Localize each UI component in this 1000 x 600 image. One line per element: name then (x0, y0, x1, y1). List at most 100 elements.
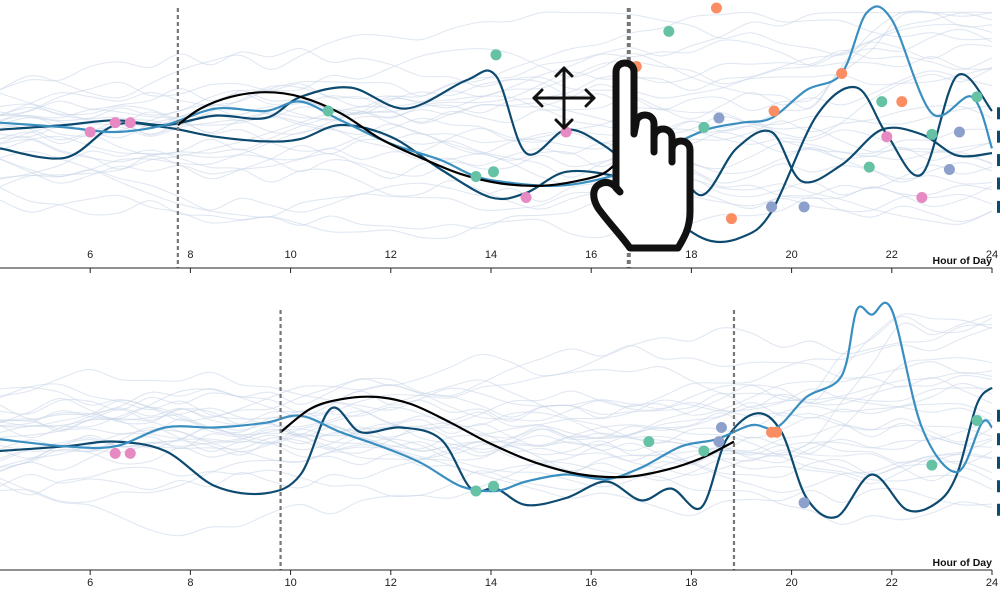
data-point-marker-green[interactable] (490, 49, 502, 61)
background-series-line (0, 422, 993, 468)
legend-swatch (997, 107, 1000, 120)
legend-swatch (997, 456, 1000, 469)
series-line-1[interactable] (0, 386, 993, 519)
background-series-line (0, 384, 993, 439)
background-series-line (0, 426, 993, 504)
background-series-line (0, 454, 993, 499)
data-point-marker-purple[interactable] (943, 163, 955, 175)
data-point-marker-green[interactable] (487, 480, 499, 492)
data-point-marker-pink[interactable] (84, 126, 96, 138)
x-tick-label: 18 (685, 577, 697, 589)
series-line-2[interactable] (0, 121, 993, 201)
background-series-line (0, 345, 993, 421)
x-tick-label: 24 (986, 577, 998, 589)
background-series-line (0, 67, 993, 141)
background-series-line (0, 361, 993, 438)
data-point-marker-orange[interactable] (768, 105, 780, 117)
data-point-marker-pink[interactable] (881, 131, 893, 143)
hand-pointer-icon (590, 59, 694, 252)
legend-swatch (997, 200, 1000, 213)
background-series-line (0, 316, 993, 452)
background-series-line (0, 184, 993, 240)
data-point-marker-pink[interactable] (520, 192, 532, 204)
x-tick-label: 12 (385, 577, 397, 589)
data-point-marker-purple[interactable] (766, 201, 778, 213)
background-series-line (0, 142, 993, 185)
x-tick-label: 16 (585, 577, 597, 589)
data-point-marker-purple[interactable] (713, 112, 725, 124)
data-point-marker-orange[interactable] (771, 426, 783, 438)
data-point-marker-purple[interactable] (953, 126, 965, 138)
data-point-marker-purple[interactable] (798, 201, 810, 213)
background-series-line (0, 11, 993, 99)
fit-curve-line[interactable] (279, 395, 735, 479)
x-axis-label: Hour of Day (932, 255, 992, 267)
data-point-marker-purple[interactable] (715, 422, 727, 433)
x-tick-label: 14 (485, 249, 497, 261)
data-point-marker-green[interactable] (698, 121, 710, 133)
background-series-line (0, 11, 993, 161)
edge-legend-ticks (997, 409, 1000, 516)
x-tick-label: 22 (886, 577, 898, 589)
data-point-marker-orange[interactable] (836, 68, 848, 80)
data-point-marker-green[interactable] (926, 128, 938, 140)
data-point-marker-green[interactable] (971, 414, 983, 426)
background-series-line (0, 89, 993, 170)
background-series-line (0, 374, 993, 415)
data-point-marker-green[interactable] (876, 96, 888, 108)
background-traces (0, 313, 993, 537)
fit-curve-line[interactable] (177, 91, 630, 187)
background-series-line (0, 437, 993, 517)
background-series-line (0, 401, 993, 450)
edge-legend-ticks (997, 107, 1000, 213)
data-point-marker-purple[interactable] (798, 497, 810, 509)
legend-swatch (997, 503, 1000, 516)
background-series-line (0, 11, 993, 135)
chart-panel-bottom[interactable]: 6 8 10 12 14 16 18 20 22 24 (0, 301, 1000, 589)
x-axis-label: Hour of Day (932, 557, 992, 569)
data-point-marker-green[interactable] (663, 25, 675, 37)
data-point-marker-green[interactable] (643, 436, 655, 448)
x-tick-label: 10 (284, 249, 296, 261)
background-series-line (0, 366, 993, 420)
data-point-marker-orange[interactable] (896, 96, 908, 108)
data-point-marker-pink[interactable] (124, 117, 136, 129)
data-point-marker-green[interactable] (926, 459, 938, 471)
background-series-line (0, 179, 993, 230)
background-series-line (0, 81, 993, 145)
data-point-marker-purple[interactable] (713, 436, 725, 448)
x-tick-label: 22 (886, 249, 898, 261)
x-axis-title-bottom: Hour of Day (932, 557, 992, 569)
x-tick-label: 20 (785, 577, 797, 589)
data-point-marker-pink[interactable] (124, 447, 136, 459)
data-point-marker-pink[interactable] (109, 447, 121, 459)
data-point-marker-green[interactable] (470, 485, 482, 497)
chart-panel-top[interactable]: 6 8 10 12 14 16 18 20 22 24 (0, 2, 1000, 274)
data-point-marker-green[interactable] (971, 91, 983, 103)
data-point-marker-pink[interactable] (109, 117, 121, 129)
x-tick-label: 16 (585, 249, 597, 261)
data-point-marker-pink[interactable] (916, 192, 928, 204)
data-point-marker-green[interactable] (470, 170, 482, 182)
background-series-line (0, 150, 993, 218)
series-line-3[interactable] (0, 5, 994, 187)
x-tick-label: 6 (87, 249, 93, 261)
data-point-marker-green[interactable] (322, 105, 334, 117)
background-traces (0, 10, 993, 240)
data-point-marker-green[interactable] (863, 161, 875, 173)
background-series-line (0, 39, 993, 188)
x-axis-title-top: Hour of Day (932, 255, 992, 267)
background-series-line (0, 10, 993, 119)
legend-swatch (997, 130, 1000, 143)
data-point-marker-orange[interactable] (725, 213, 737, 225)
background-series-line (0, 49, 993, 129)
series-line-2[interactable] (0, 301, 993, 493)
data-point-marker-green[interactable] (698, 445, 710, 457)
x-tick-label: 24 (986, 249, 998, 261)
background-series-line (0, 158, 993, 213)
background-series-line (0, 105, 993, 180)
x-tick-label: 18 (685, 249, 697, 261)
data-point-marker-orange[interactable] (710, 2, 722, 14)
background-series-line (0, 388, 993, 472)
data-point-marker-green[interactable] (487, 166, 499, 178)
